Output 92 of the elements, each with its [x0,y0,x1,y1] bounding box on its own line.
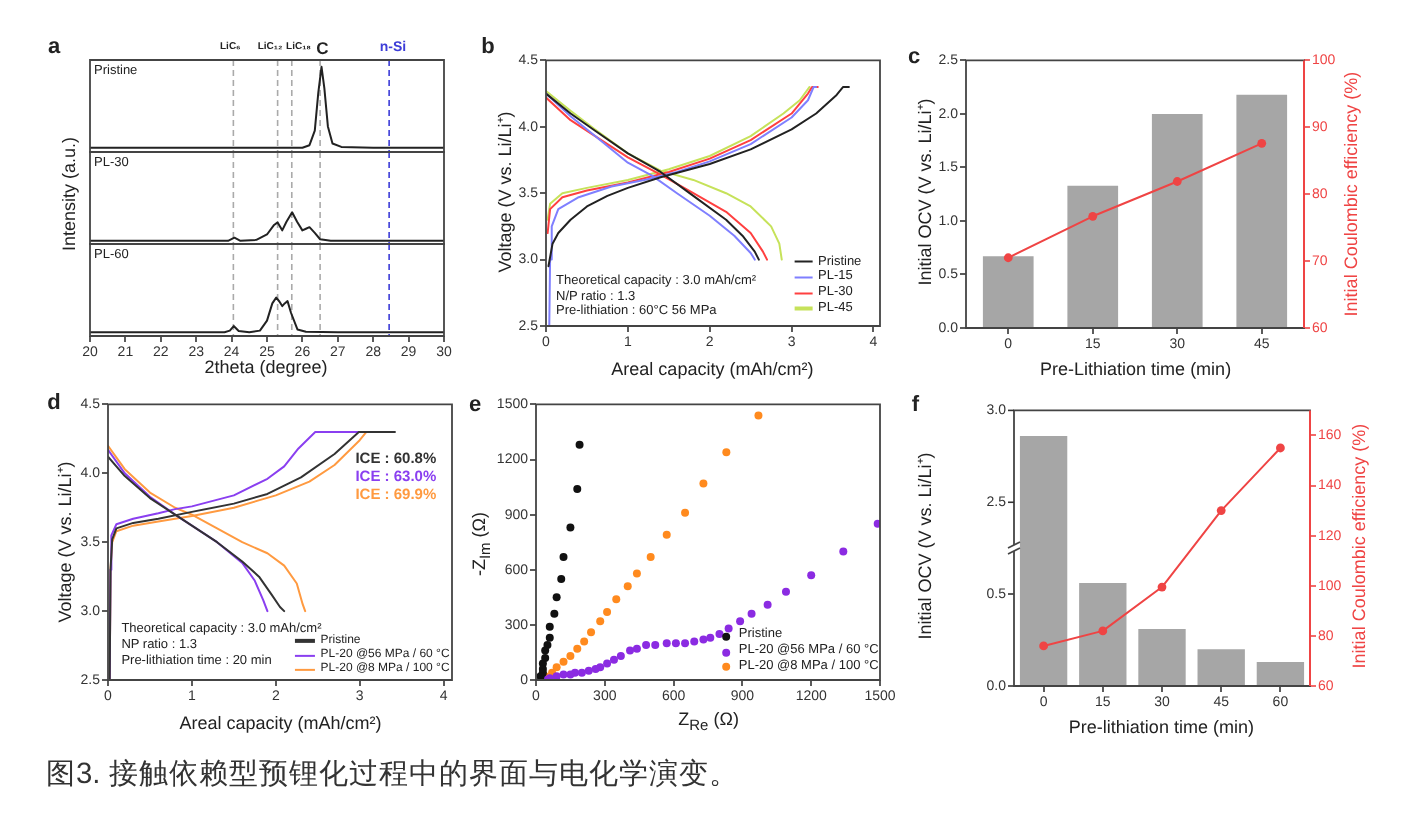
x-axis-title: Z$_{Re}$ (Ω) [678,708,739,735]
bar [1237,94,1288,328]
point [550,609,559,618]
point [807,570,816,579]
point [725,623,734,632]
bar [1256,662,1304,686]
point [566,651,575,660]
point [596,616,605,625]
point [1257,138,1267,148]
x-axis-title: 2theta (degree) [204,357,328,377]
y2-axis-title: Initial Coulombic efficiency (%) [1341,71,1361,317]
point [560,657,569,665]
point [573,484,582,493]
point [700,634,709,643]
caption: 图3. 接触依赖型预锂化过程中的界面与电化学演变。 [46,759,739,792]
point [1097,626,1107,636]
point [748,609,757,618]
point [578,668,587,677]
point [585,666,594,675]
chart-title: b [481,35,495,59]
y-axis-title: Initial OCV (V vs. Li/Li⁺) [915,98,935,286]
point [541,645,550,654]
point [690,636,699,645]
point [603,658,612,667]
point [642,640,651,649]
y-axis-title: Initial OCV (V vs. Li/Li⁺) [915,452,935,640]
ref-line-label: C [316,36,329,57]
y-axis-title: Intensity (a.u.) [59,136,79,252]
point [700,478,709,487]
bar [1196,649,1245,686]
point [633,568,642,577]
point [722,447,731,456]
y-axis-title: Voltage (V vs. Li/Li⁺) [55,461,75,623]
point [1275,443,1285,453]
bar [1068,185,1119,328]
point [1216,506,1226,516]
point [553,592,562,601]
point [633,644,642,653]
y-axis-title: Voltage (V vs. Li/Li⁺) [494,111,514,273]
point [541,653,550,662]
point [1157,582,1166,592]
point [874,519,881,528]
chart-title: e [468,393,482,417]
point [576,440,585,449]
point [1173,177,1183,186]
point [557,574,566,583]
point [651,640,660,649]
point [573,644,582,653]
point [663,638,672,647]
point [617,651,626,660]
point [647,552,656,561]
point [546,622,555,631]
point [1004,253,1014,263]
point [1038,641,1048,651]
point [610,655,619,664]
x-axis-title: Pre-lithiation time (min) [1068,717,1254,737]
point [706,633,715,642]
point [716,629,725,638]
point [553,662,562,671]
bar [983,256,1035,328]
bar [1152,113,1204,328]
x-axis-title: Areal capacity (mAh/cm²) [179,712,382,732]
point [681,638,690,647]
point [1088,211,1098,221]
point [566,669,575,678]
point [612,594,621,603]
x-axis-title: Pre-Lithiation time (min) [1040,358,1232,378]
bar [1137,629,1186,686]
point [603,607,612,616]
chart-title: f [911,393,920,417]
point [755,410,764,419]
point [672,638,681,647]
x-axis-title: Areal capacity (mAh/cm²) [611,358,814,378]
bar [1078,583,1126,686]
point [546,633,555,642]
point [560,552,569,561]
point [587,627,596,636]
point [782,587,791,596]
point [681,508,690,517]
point [553,671,562,680]
point [736,616,745,625]
chart-title: c [907,45,921,69]
point [626,645,635,654]
y2-axis-title: Initial Coulombic efficiency (%) [1349,423,1369,669]
point [566,522,575,531]
chart-title: a [47,35,61,59]
point [580,636,589,645]
point [624,581,633,590]
chart-title: d [47,391,61,415]
point [764,600,773,609]
point [839,546,848,555]
point [663,530,672,539]
